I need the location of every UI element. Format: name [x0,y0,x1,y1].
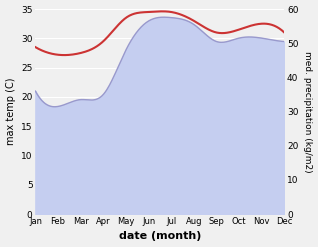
Y-axis label: med. precipitation (kg/m2): med. precipitation (kg/m2) [303,51,313,172]
X-axis label: date (month): date (month) [119,231,201,242]
Y-axis label: max temp (C): max temp (C) [5,78,16,145]
